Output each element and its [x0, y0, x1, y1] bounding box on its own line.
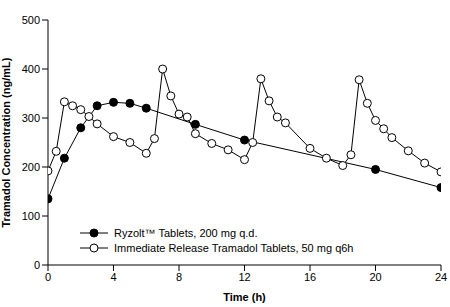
svg-text:0: 0: [34, 259, 40, 271]
svg-text:500: 500: [22, 14, 40, 26]
svg-text:24: 24: [435, 271, 442, 283]
svg-text:100: 100: [22, 210, 40, 222]
svg-text:12: 12: [238, 271, 250, 283]
svg-text:20: 20: [369, 271, 381, 283]
svg-text:400: 400: [22, 63, 40, 75]
svg-text:8: 8: [176, 271, 182, 283]
svg-text:4: 4: [110, 271, 116, 283]
svg-text:Tramadol Concentration (ng/mL): Tramadol Concentration (ng/mL): [8, 57, 12, 227]
html-text:Ryzolt™ Tablets, 200 mg q.d.: Ryzolt™ Tablets, 200 mg q.d.: [114, 226, 258, 239]
svg-text:16: 16: [304, 271, 316, 283]
svg-text:Time (h): Time (h): [223, 291, 266, 303]
svg-text:0: 0: [45, 271, 51, 283]
html-text:Immediate Release Tramadol Tab: Immediate Release Tramadol Tablets, 50 m…: [114, 241, 354, 254]
svg-text:300: 300: [22, 112, 40, 124]
svg-text:200: 200: [22, 161, 40, 173]
